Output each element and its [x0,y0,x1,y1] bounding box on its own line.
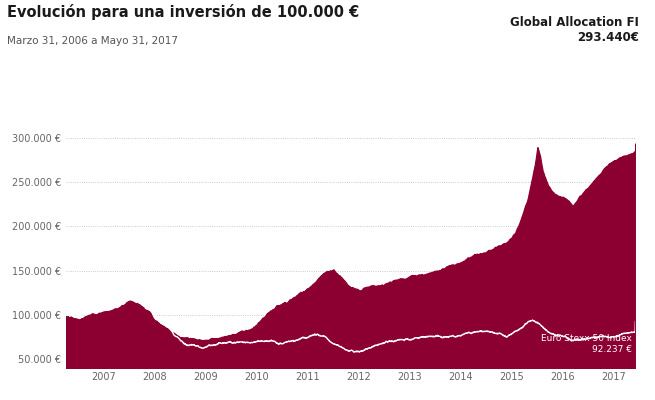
Text: Global Allocation FI
293.440€: Global Allocation FI 293.440€ [510,16,639,44]
Text: Marzo 31, 2006 a Mayo 31, 2017: Marzo 31, 2006 a Mayo 31, 2017 [7,36,178,46]
Text: Euro Stoxx 50 Index
92.237 €: Euro Stoxx 50 Index 92.237 € [541,334,632,354]
Text: Evolución para una inversión de 100.000 €: Evolución para una inversión de 100.000 … [7,4,359,20]
